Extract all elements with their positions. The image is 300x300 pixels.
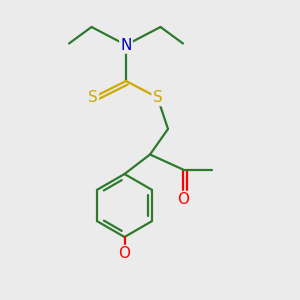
Text: O: O [118, 246, 130, 261]
Text: S: S [153, 90, 162, 105]
Text: N: N [120, 38, 132, 52]
Text: O: O [177, 192, 189, 207]
Text: S: S [88, 90, 98, 105]
